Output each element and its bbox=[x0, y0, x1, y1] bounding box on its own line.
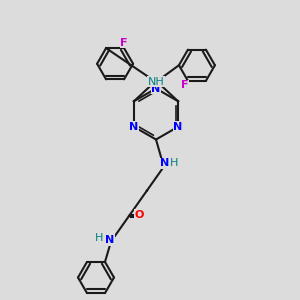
Text: O: O bbox=[135, 209, 144, 220]
Text: H: H bbox=[170, 158, 178, 169]
Text: NH: NH bbox=[148, 77, 165, 87]
Text: N: N bbox=[152, 83, 160, 94]
Text: H: H bbox=[95, 233, 103, 244]
Text: NH: NH bbox=[147, 77, 164, 87]
Text: N: N bbox=[105, 235, 114, 245]
Text: N: N bbox=[173, 122, 183, 132]
Text: N: N bbox=[129, 122, 139, 132]
Text: F: F bbox=[120, 38, 128, 48]
Text: N: N bbox=[160, 158, 169, 169]
Text: F: F bbox=[181, 80, 189, 90]
